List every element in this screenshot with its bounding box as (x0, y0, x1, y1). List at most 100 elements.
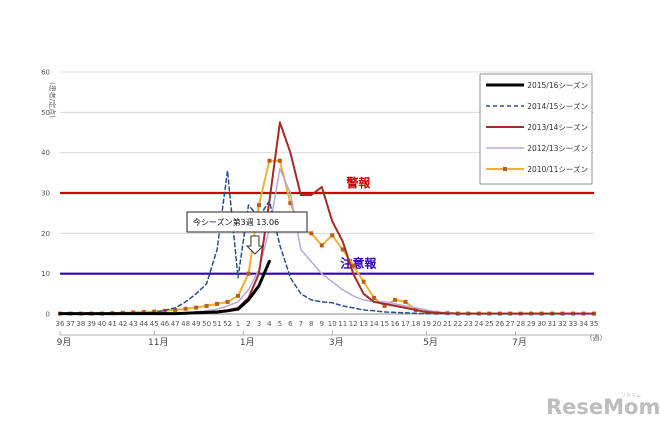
series-point (152, 309, 157, 314)
legend-entry: 2010/11シーズン (527, 164, 588, 174)
x-tick-label: 33 (569, 320, 578, 328)
y-tick-label: 20 (41, 230, 50, 238)
series-point (183, 306, 188, 311)
x-tick-label: 48 (181, 320, 190, 328)
legend-marker (503, 167, 507, 171)
series-point (277, 158, 282, 163)
x-tick-label: 18 (412, 320, 421, 328)
x-tick-label: 29 (527, 320, 536, 328)
series-point (393, 297, 398, 302)
series-point (403, 299, 408, 304)
x-tick-label: 38 (76, 320, 85, 328)
threshold-label: 注意報 (340, 256, 377, 271)
series-point (309, 231, 314, 236)
legend-entry: 2015/16シーズン (527, 80, 588, 90)
x-tick-label: 44 (139, 320, 148, 328)
series-point (215, 301, 220, 306)
x-tick-label: 10 (328, 320, 337, 328)
annotation-box (186, 211, 308, 233)
x-tick-label: 50 (202, 320, 211, 328)
y-tick-label: 0 (46, 311, 50, 319)
x-tick-label: 1 (236, 320, 240, 328)
y-tick-label: 40 (41, 149, 50, 157)
series-point (225, 299, 230, 304)
x-tick-label: 7 (299, 320, 303, 328)
x-tick-label: 22 (453, 320, 462, 328)
annotation-text: 今シーズン第3週 13.06 (193, 217, 279, 227)
series-point (288, 201, 293, 206)
series-point (141, 309, 146, 314)
legend: 2015/16シーズン 2014/15シーズン 2013/14シーズン 2012/13… (479, 73, 593, 185)
resemom-logo: ReseMom (546, 395, 660, 419)
series-point (204, 303, 209, 308)
x-tick-label: 27 (506, 320, 515, 328)
x-tick-label: 42 (118, 320, 127, 328)
series-point (319, 243, 324, 248)
series-point (351, 263, 356, 268)
y-axis-label: (患者/定点) (48, 82, 57, 118)
x-tick-label: 3 (257, 320, 261, 328)
series-point (361, 279, 366, 284)
x-tick-label: 43 (129, 320, 138, 328)
x-tick-label: 14 (370, 320, 379, 328)
series-point (194, 305, 199, 310)
series-line (58, 259, 271, 316)
month-label: 11月 (148, 337, 168, 348)
month-label: 7月 (512, 337, 527, 348)
threshold-label: 警報 (345, 175, 371, 190)
x-axis-unit: (週) (590, 333, 603, 342)
x-tick-label: 31 (548, 320, 557, 328)
x-tick-label: 45 (150, 320, 159, 328)
x-tick-label: 8 (309, 320, 313, 328)
series-point (340, 247, 345, 252)
x-tick-label: 6 (288, 320, 293, 328)
x-tick-label: 46 (160, 320, 169, 328)
x-tick-label: 9 (320, 320, 324, 328)
x-tick-label: 28 (516, 320, 525, 328)
x-tick-label: 12 (349, 320, 358, 328)
x-tick-label: 37 (66, 320, 75, 328)
series-point (246, 271, 251, 276)
x-tick-label: 15 (380, 320, 389, 328)
legend-entry: 2012/13シーズン (527, 143, 588, 153)
y-tick-label: 50 (41, 109, 50, 117)
series-lines (58, 121, 596, 316)
x-tick-label: 52 (223, 320, 232, 328)
annotation: 今シーズン第3週 13.06 (186, 211, 308, 255)
x-tick-label: 30 (537, 320, 546, 328)
x-tick-label: 39 (87, 320, 96, 328)
legend-box (479, 73, 593, 185)
month-label: 3月 (329, 337, 344, 348)
series-line (59, 170, 595, 315)
legend-entry: 2014/15シーズン (527, 101, 588, 111)
x-tick-label: 49 (192, 320, 201, 328)
x-tick-label: 25 (485, 320, 494, 328)
series-point (173, 307, 178, 312)
month-label: 1月 (240, 337, 255, 348)
x-tick-label: 16 (391, 320, 400, 328)
annotation-arrow (245, 235, 265, 255)
x-tick-label: 41 (108, 320, 117, 328)
legend-entry: 2013/14シーズン (527, 122, 588, 132)
series-point (382, 303, 387, 308)
x-tick-label: 34 (579, 320, 588, 328)
x-tick-label: 24 (474, 320, 483, 328)
series-point (372, 295, 377, 300)
month-label: 9月 (57, 337, 72, 348)
x-tick-label: 2 (246, 320, 250, 328)
x-tick-label: 32 (558, 320, 567, 328)
x-tick-label: 51 (213, 320, 222, 328)
x-tick-label: 19 (422, 320, 431, 328)
x-tick-label: 13 (359, 320, 368, 328)
x-tick-label: 26 (495, 320, 504, 328)
y-tick-label: 10 (41, 270, 50, 278)
resemom-logo-sub: リセマム (621, 393, 641, 399)
series-point (236, 293, 240, 298)
x-tick-label: 35 (590, 320, 599, 328)
x-tick-label: 20 (432, 320, 441, 328)
month-label: 5月 (423, 337, 438, 348)
